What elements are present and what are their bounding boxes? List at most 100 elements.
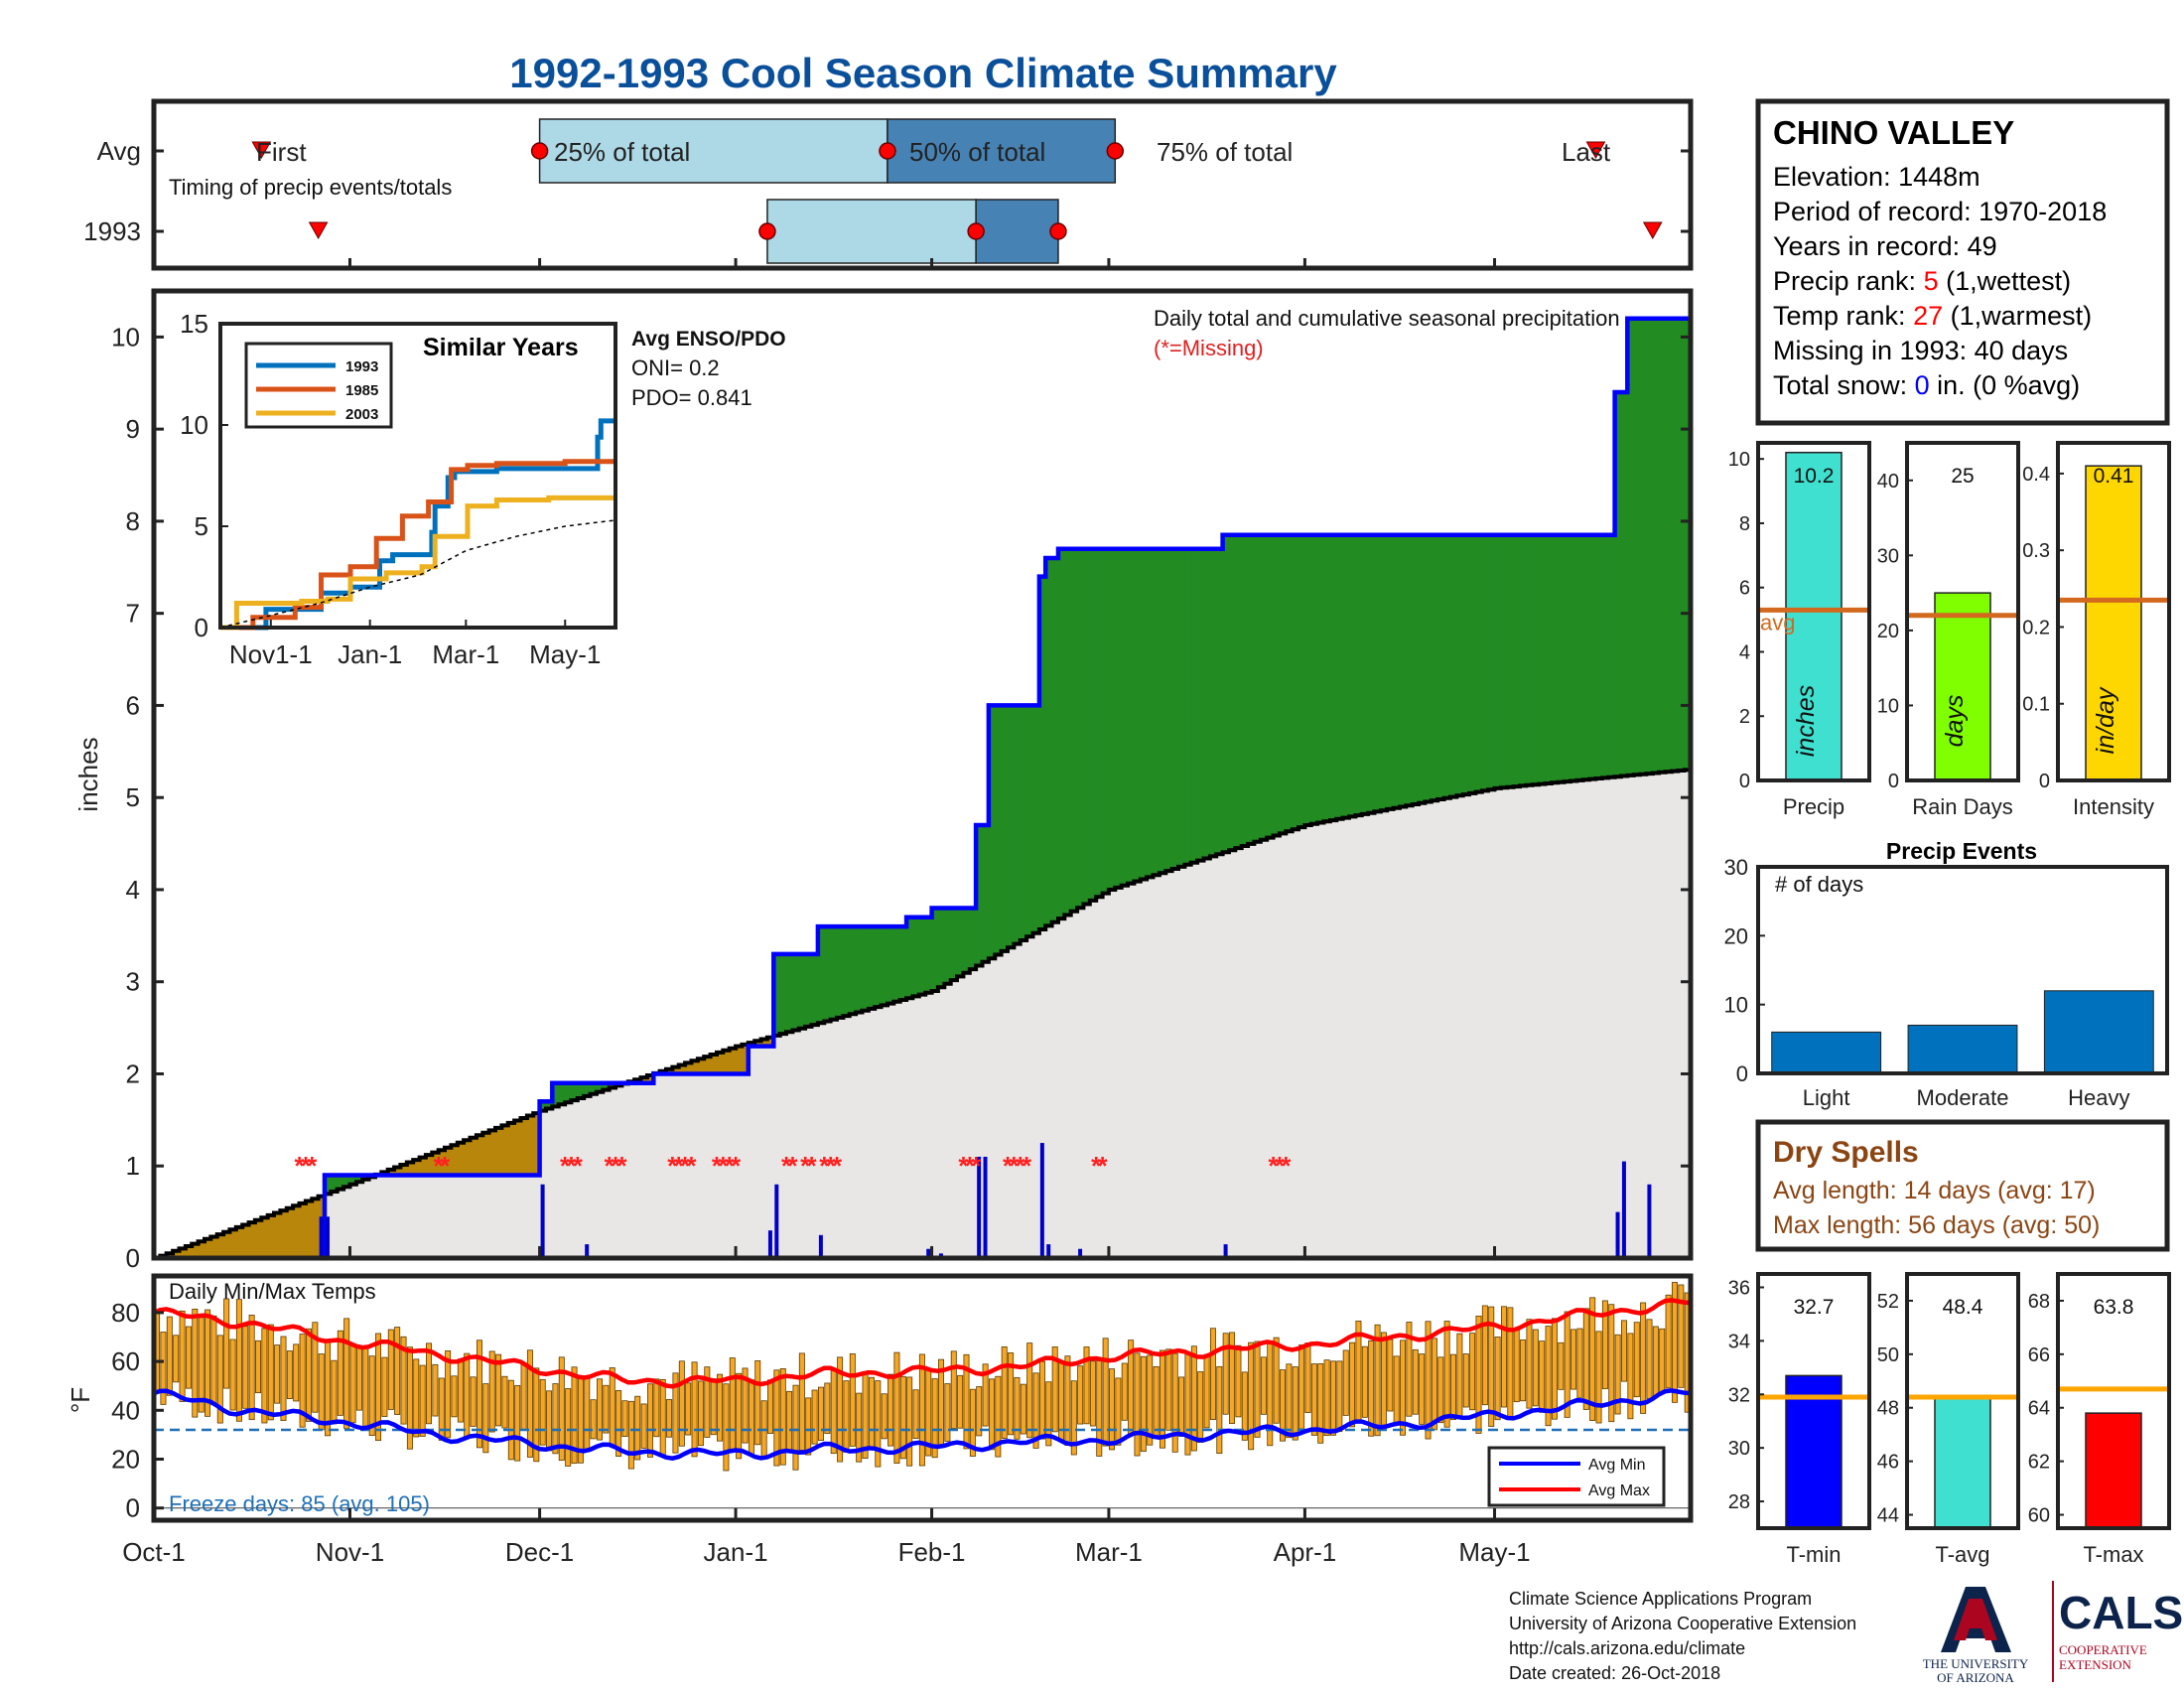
missing-day-marker: * xyxy=(1003,1151,1014,1181)
above-avg-segment xyxy=(792,953,800,1031)
1993-50-75-box xyxy=(975,199,1059,264)
above-avg-segment xyxy=(331,1175,339,1192)
main-y-tick-label: 1 xyxy=(126,1151,140,1181)
daily-temp-bar xyxy=(179,1310,186,1402)
below-avg-segment xyxy=(293,1205,300,1258)
cumulative-1993-line xyxy=(154,316,1691,1261)
daily-temp-bar xyxy=(1147,1354,1154,1446)
station-line: Elevation: 1448m xyxy=(1773,162,1980,192)
missing-day-marker: * xyxy=(800,1151,811,1181)
daily-temp-bar xyxy=(299,1334,306,1428)
above-avg-segment xyxy=(558,1082,566,1105)
station-line-value: 27 xyxy=(1913,301,1943,331)
daily-temp-bar xyxy=(205,1309,211,1417)
above-avg-segment xyxy=(1646,318,1654,775)
below-avg-segment xyxy=(464,1140,471,1176)
above-avg-segment xyxy=(1273,534,1281,836)
above-avg-segment xyxy=(1678,318,1686,771)
timing-marks xyxy=(152,118,1691,268)
above-avg-segment xyxy=(1001,705,1009,951)
daily-temp-bar xyxy=(1134,1352,1141,1457)
station-line: Years in record: 49 xyxy=(1773,231,1997,261)
below-avg-segment xyxy=(192,1243,199,1258)
inset-line-1993 xyxy=(220,418,614,631)
above-avg-segment xyxy=(1526,534,1534,785)
daily-temp-bar xyxy=(773,1369,780,1467)
side-tick-intensity: 0.4 xyxy=(2022,464,2050,486)
missing-day-marker: * xyxy=(307,1151,318,1181)
above-avg-segment xyxy=(1147,548,1154,878)
daily-temp-bar xyxy=(868,1376,875,1449)
event-bar-heavy xyxy=(2043,990,2154,1074)
daily-temp-bar xyxy=(1462,1353,1469,1408)
above-avg-segment xyxy=(571,1082,579,1101)
above-avg-segment xyxy=(1304,534,1312,826)
daily-temp-bar xyxy=(1621,1320,1627,1382)
below-avg-segment xyxy=(476,1135,483,1176)
below-avg-segment xyxy=(210,1236,218,1258)
daily-temp-bar xyxy=(1558,1341,1565,1390)
daily-temp-bar xyxy=(413,1358,420,1438)
daily-temp-bar xyxy=(248,1315,255,1421)
above-avg-segment xyxy=(1222,534,1230,853)
daily-temp-bar xyxy=(862,1372,869,1460)
daily-temp-bar xyxy=(375,1333,382,1442)
missing-day-marker: * xyxy=(731,1151,742,1181)
side-tick-rain_days: 40 xyxy=(1877,471,1899,493)
above-avg-segment xyxy=(1589,534,1596,779)
below-avg-segment xyxy=(640,1077,648,1083)
temp-y-tick-label: 80 xyxy=(111,1298,140,1328)
above-avg-segment xyxy=(1045,558,1052,926)
daily-temp-bar xyxy=(229,1339,236,1411)
above-avg-segment xyxy=(577,1082,585,1099)
station-frame xyxy=(1755,98,2170,426)
daily-temp-bar xyxy=(1665,1294,1672,1389)
above-avg-segment xyxy=(1342,534,1350,818)
daily-temp-bar xyxy=(210,1315,217,1406)
daily-temp-bar xyxy=(906,1376,913,1467)
daily-temp-bar xyxy=(280,1336,287,1421)
side-tick-precip: 6 xyxy=(1739,578,1750,600)
daily-temp-bar xyxy=(1589,1297,1596,1421)
similar-years-inset: 0 5 10 15 Similar Years 1993 1985 2003 Nov1-1… xyxy=(180,309,617,669)
side-tick-tmax: 64 xyxy=(2028,1398,2050,1420)
above-avg-segment xyxy=(1462,534,1470,795)
daily-temp-bar xyxy=(507,1379,514,1461)
above-avg-segment xyxy=(1209,548,1217,857)
missing-day-marker: * xyxy=(819,1151,830,1181)
daily-temp-bar xyxy=(362,1345,369,1428)
daily-temp-bar xyxy=(1203,1353,1210,1429)
daily-temp-bar xyxy=(1488,1306,1495,1427)
missing-day-marker: * xyxy=(573,1151,584,1181)
below-avg-segment xyxy=(470,1137,478,1176)
inset-line-2003 xyxy=(220,494,614,631)
enso-title: Avg ENSO/PDO xyxy=(631,328,786,351)
daily-temp-bar xyxy=(817,1386,824,1441)
dry-spells-title: Dry Spells xyxy=(1773,1136,1919,1169)
missing-day-marker: * xyxy=(787,1151,798,1181)
below-avg-segment xyxy=(678,1064,686,1074)
daily-temp-bar xyxy=(697,1380,704,1447)
above-avg-segment xyxy=(798,953,806,1029)
daily-precip-bar xyxy=(774,1184,779,1258)
inset-y-tick-label: 0 xyxy=(195,613,208,642)
below-avg-segment xyxy=(235,1226,243,1258)
missing-day-marker: * xyxy=(958,1151,969,1181)
above-avg-segment xyxy=(1513,534,1521,787)
daily-temp-bar xyxy=(742,1367,749,1444)
below-avg-segment xyxy=(432,1152,440,1176)
daily-temp-bar xyxy=(1292,1366,1298,1441)
side-bar-tmin xyxy=(1785,1374,1843,1529)
daily-temp-bar xyxy=(830,1367,837,1455)
daily-temp-bar xyxy=(887,1373,894,1447)
daily-temp-bars xyxy=(154,1282,1691,1472)
dry-spells-frame xyxy=(1755,1119,2170,1252)
temps-panel: 0 20 40 60 80 Daily Min/Max Temps °F Freeze … xyxy=(66,1273,1694,1523)
temps-frame xyxy=(151,1273,1694,1523)
below-avg-segment xyxy=(691,1060,699,1074)
avg-last-marker xyxy=(1585,141,1606,160)
daily-temp-bar xyxy=(1431,1338,1437,1431)
timing-row-label-1993: 1993 xyxy=(83,216,141,246)
daily-temp-bar xyxy=(1627,1333,1634,1420)
